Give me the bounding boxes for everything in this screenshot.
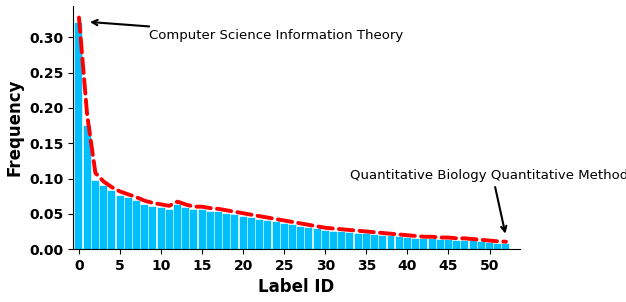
Bar [404,238,411,249]
Bar [76,23,83,249]
Bar [379,236,386,249]
Bar [264,221,271,249]
Bar [453,241,460,249]
Bar [125,198,131,249]
Bar [198,210,205,249]
Bar [215,212,222,249]
Bar [116,195,123,249]
Bar [84,126,91,249]
Bar [470,241,476,249]
Bar [346,233,354,249]
X-axis label: Label ID: Label ID [259,278,335,297]
Bar [503,244,510,249]
Bar [387,236,394,249]
Bar [232,215,239,249]
Bar [92,182,99,249]
Bar [429,239,436,249]
Bar [363,234,370,249]
Y-axis label: Frequency: Frequency [6,79,24,176]
Bar [330,232,337,249]
Bar [174,205,181,249]
Bar [355,234,362,249]
Bar [461,241,468,249]
Bar [240,217,247,249]
Bar [396,237,403,249]
Bar [223,214,230,249]
Bar [420,239,428,249]
Bar [297,226,304,249]
Bar [133,201,140,249]
Bar [158,208,165,249]
Text: Computer Science Information Theory: Computer Science Information Theory [92,20,403,42]
Bar [166,210,173,249]
Bar [280,224,288,249]
Bar [289,225,296,249]
Bar [437,240,444,249]
Bar [322,231,329,249]
Bar [100,186,107,249]
Bar [305,228,312,249]
Bar [486,243,493,249]
Bar [141,205,148,249]
Bar [412,239,419,249]
Bar [478,242,485,249]
Bar [371,235,378,249]
Bar [248,218,255,249]
Bar [150,207,156,249]
Bar [207,212,214,249]
Bar [256,220,263,249]
Text: Quantitative Biology Quantitative Methods: Quantitative Biology Quantitative Method… [350,169,626,231]
Bar [182,208,189,249]
Bar [272,222,280,249]
Bar [108,191,115,249]
Bar [445,240,452,249]
Bar [495,243,501,249]
Bar [338,232,345,249]
Bar [190,210,197,249]
Bar [314,230,321,249]
